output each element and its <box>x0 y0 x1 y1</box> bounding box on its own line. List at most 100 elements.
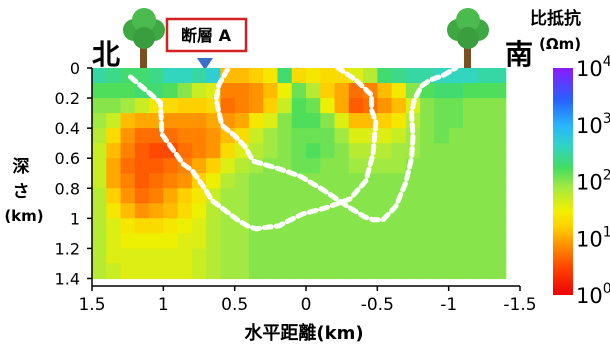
boundary-north <box>128 68 379 232</box>
heat-cell <box>177 98 193 114</box>
heat-cell <box>291 83 307 99</box>
heat-cell <box>334 143 350 159</box>
heat-cell <box>334 98 350 114</box>
heat-cell <box>163 248 179 265</box>
heat-cell <box>120 218 136 234</box>
heat-cell <box>377 248 393 265</box>
heat-cell <box>149 203 164 219</box>
heat-cell <box>220 173 236 189</box>
heat-cell <box>277 248 293 265</box>
heat-cell <box>448 113 464 129</box>
heat-cell <box>462 158 478 174</box>
colorbar-tick-label: 102 <box>576 168 610 195</box>
heat-cell <box>477 218 493 234</box>
heat-cell <box>405 218 421 234</box>
heat-cell <box>92 263 107 280</box>
heat-cell <box>206 158 221 174</box>
heat-cell <box>320 173 336 189</box>
heat-cell <box>277 113 293 129</box>
heat-cell <box>177 83 193 99</box>
boundary-south <box>213 68 459 223</box>
heat-cell <box>177 203 193 219</box>
heat-cell <box>177 233 193 250</box>
y-tick-label: 0.8 <box>55 179 80 198</box>
heat-cell <box>92 158 107 174</box>
heat-cell <box>234 263 250 280</box>
heat-cell <box>491 218 507 234</box>
heat-cell <box>391 128 407 144</box>
colorbar-ticks: 100 101 102 103 104 <box>576 54 610 308</box>
heat-cell <box>448 98 464 114</box>
boundary-lines <box>128 68 459 232</box>
heat-cell <box>391 143 407 159</box>
heat-cell <box>277 68 293 84</box>
heat-cell <box>177 143 193 159</box>
heat-cell <box>320 98 336 114</box>
heat-cell <box>334 233 350 250</box>
heat-cell <box>92 203 107 219</box>
heat-cell <box>120 98 136 114</box>
heat-cell <box>120 83 136 99</box>
colorbar-tick-label: 104 <box>576 54 610 81</box>
heat-cell <box>448 233 464 250</box>
heat-cell <box>263 68 279 84</box>
heat-cell <box>191 188 207 204</box>
heat-cell <box>491 113 507 129</box>
tree-icon <box>447 8 489 71</box>
heat-cell <box>92 248 107 265</box>
heat-cell <box>220 233 236 250</box>
heat-cell <box>120 128 136 144</box>
heat-cell <box>263 113 279 129</box>
heat-cell <box>462 218 478 234</box>
heat-cell <box>391 218 407 234</box>
heat-cell <box>291 158 307 174</box>
heat-cell <box>434 233 450 250</box>
heat-cell <box>491 128 507 144</box>
heat-cell <box>462 203 478 219</box>
heat-cell <box>405 188 421 204</box>
heat-cell <box>92 83 107 99</box>
heat-cell <box>462 128 478 144</box>
heat-cell <box>491 143 507 159</box>
heat-cell <box>206 143 221 159</box>
heat-cell <box>448 68 464 84</box>
heat-cell <box>106 83 122 99</box>
heat-cell <box>334 173 350 189</box>
heat-cell <box>149 218 164 234</box>
heat-cell <box>191 128 207 144</box>
x-tick-label: 0 <box>301 295 312 315</box>
heat-cell <box>106 218 122 234</box>
heat-cell <box>106 233 122 250</box>
heat-cell <box>434 143 450 159</box>
heat-cell <box>106 98 122 114</box>
heat-cell <box>134 173 150 189</box>
heat-cell <box>263 128 279 144</box>
heat-cell <box>220 143 236 159</box>
heat-cell <box>248 68 264 84</box>
heat-cell <box>462 98 478 114</box>
heat-cell <box>434 218 450 234</box>
y-tick-label: 0.4 <box>55 119 80 138</box>
heat-cell <box>248 248 264 265</box>
heat-cell <box>320 158 336 174</box>
heat-cell <box>448 158 464 174</box>
heat-cell <box>177 128 193 144</box>
heat-cell <box>134 98 150 114</box>
heat-cell <box>348 158 364 174</box>
heat-cell <box>191 158 207 174</box>
heat-cell <box>420 203 435 219</box>
y-tick-label: 1 <box>70 209 80 228</box>
heat-cell <box>434 173 450 189</box>
heat-cell <box>291 68 307 84</box>
heat-cell <box>177 113 193 129</box>
heat-cell <box>420 98 435 114</box>
heat-cell <box>334 128 350 144</box>
heat-cell <box>306 218 321 234</box>
heat-cell <box>477 233 493 250</box>
heat-cell <box>291 233 307 250</box>
heat-cell <box>220 218 236 234</box>
heat-cell <box>405 248 421 265</box>
heat-cell <box>106 263 122 280</box>
heat-cell <box>320 233 336 250</box>
